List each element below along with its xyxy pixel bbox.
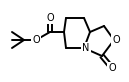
Text: O: O [112, 35, 120, 45]
Text: O: O [108, 63, 116, 73]
Text: O: O [32, 35, 40, 45]
Text: O: O [46, 13, 54, 23]
Text: N: N [82, 43, 90, 53]
